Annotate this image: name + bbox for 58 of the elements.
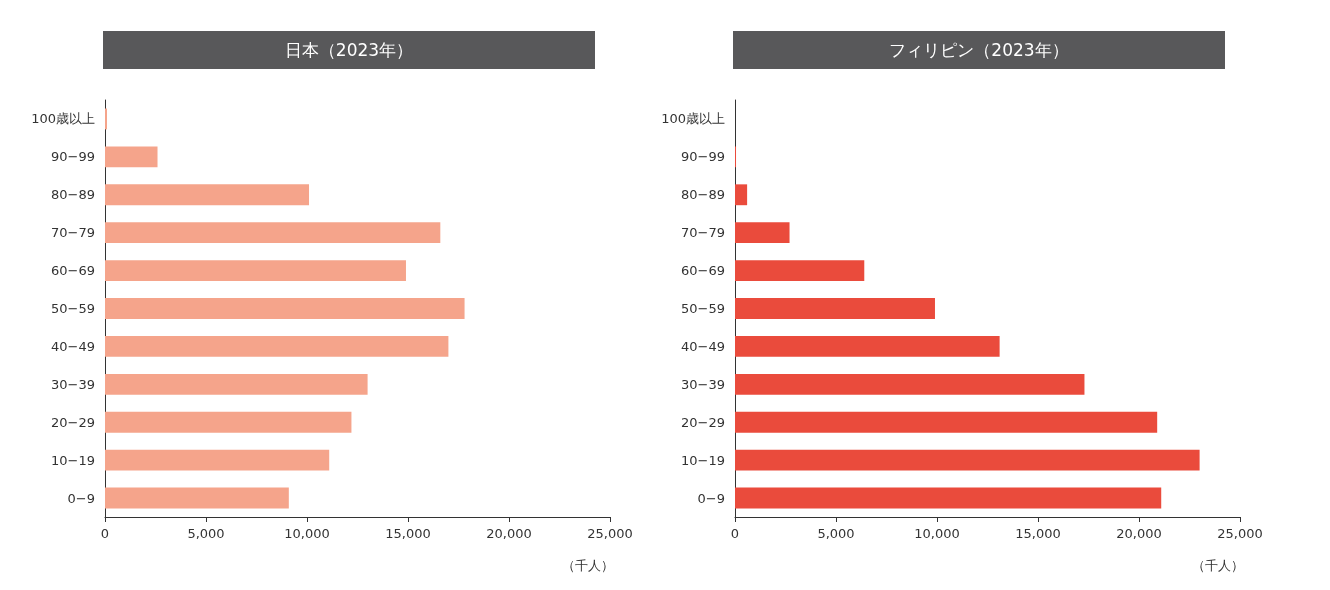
y-tick-label: 20−29 bbox=[681, 414, 725, 430]
bar bbox=[105, 335, 449, 357]
x-tick-label: 5,000 bbox=[817, 526, 855, 541]
bar bbox=[735, 184, 748, 206]
chart-title: 日本（2023年） bbox=[103, 31, 595, 69]
y-tick-label: 60−69 bbox=[681, 263, 725, 279]
y-tick-label: 40−49 bbox=[51, 338, 95, 354]
bar bbox=[735, 373, 1085, 395]
y-tick-label: 50−59 bbox=[681, 301, 725, 316]
bar bbox=[105, 411, 352, 433]
bar bbox=[105, 146, 158, 168]
x-tick-label: 10,000 bbox=[284, 526, 330, 541]
bar bbox=[105, 373, 368, 395]
y-tick-label: 0−9 bbox=[67, 490, 95, 506]
bar bbox=[105, 298, 465, 319]
x-tick-label: 15,000 bbox=[385, 526, 431, 541]
x-axis-title: （千人） bbox=[562, 558, 614, 573]
bar bbox=[105, 184, 310, 206]
bar bbox=[735, 487, 1162, 509]
bar bbox=[105, 487, 289, 509]
bar bbox=[105, 260, 406, 282]
x-tick-label: 10,000 bbox=[914, 526, 960, 541]
x-tick-label: 25,000 bbox=[587, 526, 633, 541]
bar bbox=[735, 411, 1158, 433]
x-tick-label: 0 bbox=[730, 526, 740, 541]
bar bbox=[105, 449, 330, 471]
x-tick-label: 15,000 bbox=[1015, 526, 1061, 541]
x-tick-label: 20,000 bbox=[486, 526, 532, 541]
bar bbox=[735, 449, 1200, 471]
bar bbox=[105, 222, 441, 244]
y-tick-label: 30−39 bbox=[51, 376, 95, 392]
y-tick-label: 100歳以上 bbox=[31, 111, 95, 127]
bar bbox=[735, 298, 935, 319]
bar bbox=[105, 108, 108, 130]
x-tick-label: 0 bbox=[100, 526, 110, 541]
bar bbox=[735, 260, 865, 282]
y-tick-label: 10−19 bbox=[681, 452, 725, 468]
y-tick-label: 90−99 bbox=[51, 149, 95, 165]
chart-title: フィリピン（2023年） bbox=[733, 31, 1225, 69]
bar bbox=[735, 222, 790, 244]
x-tick-label: 20,000 bbox=[1116, 526, 1162, 541]
y-tick-label: 30−39 bbox=[681, 376, 725, 392]
y-tick-label: 60−69 bbox=[51, 263, 95, 279]
y-tick-label: 40−49 bbox=[681, 338, 725, 354]
x-tick-label: 5,000 bbox=[187, 526, 225, 541]
y-tick-label: 70−79 bbox=[51, 225, 95, 241]
y-tick-label: 80−89 bbox=[51, 187, 95, 203]
y-tick-label: 10−19 bbox=[51, 452, 95, 468]
y-tick-label: 80−89 bbox=[681, 187, 725, 203]
x-tick-label: 25,000 bbox=[1217, 526, 1263, 541]
y-tick-label: 50−59 bbox=[51, 301, 95, 316]
x-axis-title: （千人） bbox=[1192, 558, 1244, 573]
y-tick-label: 100歳以上 bbox=[661, 111, 725, 127]
y-tick-label: 0−9 bbox=[697, 490, 725, 506]
y-tick-label: 20−29 bbox=[51, 414, 95, 430]
y-tick-label: 90−99 bbox=[681, 149, 725, 165]
bar bbox=[735, 335, 1000, 357]
y-tick-label: 70−79 bbox=[681, 225, 725, 241]
